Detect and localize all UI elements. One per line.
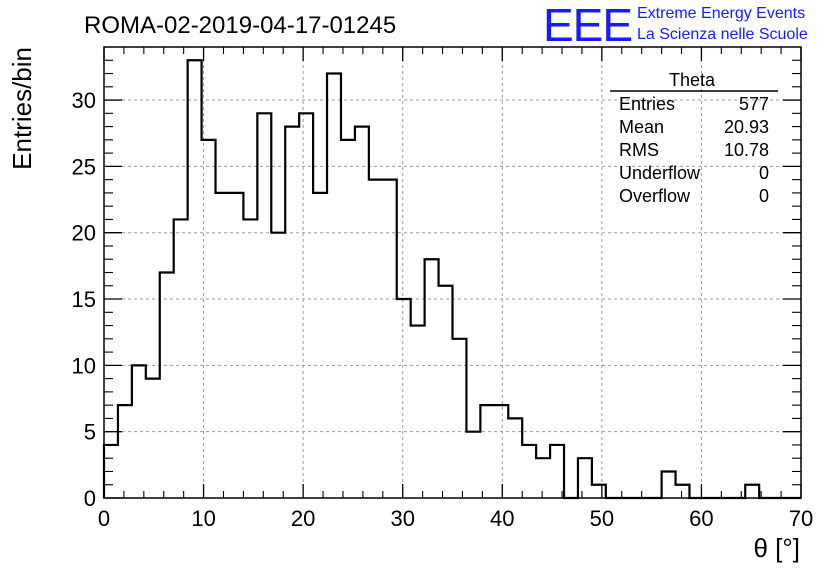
- x-tick-label: 70: [789, 506, 813, 531]
- x-tick-label: 30: [390, 506, 414, 531]
- logo-line2: La Scienza nelle Scuole: [637, 26, 808, 43]
- tick-labels: 0 10 20 30 40 50 60 70 0 5 10 15 20 25 30: [72, 88, 814, 531]
- x-tick-label: 10: [191, 506, 215, 531]
- logo-line1: Extreme Energy Events: [637, 5, 805, 22]
- stats-label: Overflow: [619, 186, 691, 206]
- stats-value: 577: [739, 94, 769, 114]
- y-tick-label: 25: [72, 154, 96, 179]
- y-tick-label: 10: [72, 353, 96, 378]
- y-tick-label: 20: [72, 221, 96, 246]
- stats-box: Theta Entries 577 Mean 20.93 RMS 10.78 Underfl…: [610, 70, 778, 206]
- stats-rows: Entries 577 Mean 20.93 RMS 10.78 Underflow 0 Ove…: [619, 94, 769, 206]
- x-tick-label: 60: [689, 506, 713, 531]
- y-tick-label: 0: [84, 486, 96, 511]
- stats-value: 20.93: [724, 117, 769, 137]
- y-tick-label: 15: [72, 287, 96, 312]
- stats-label: Underflow: [619, 163, 701, 183]
- y-tick-label: 30: [72, 88, 96, 113]
- x-tick-label: 50: [590, 506, 614, 531]
- logo-letters: EEE: [543, 0, 632, 51]
- y-tick-label: 5: [84, 420, 96, 445]
- axis-ticks: [103, 47, 802, 499]
- x-axis-title: θ [°]: [753, 533, 800, 563]
- stats-value: 10.78: [724, 140, 769, 160]
- x-tick-label: 0: [98, 506, 110, 531]
- stats-label: RMS: [619, 140, 659, 160]
- stats-label: Entries: [619, 94, 675, 114]
- chart-title: ROMA-02-2019-04-17-01245: [84, 12, 396, 39]
- x-tick-label: 40: [490, 506, 514, 531]
- y-axis-title: Entries/bin: [7, 47, 37, 170]
- eee-logo: EEE Extreme Energy Events La Scienza nel…: [543, 0, 808, 51]
- stats-label: Mean: [619, 117, 664, 137]
- stats-header: Theta: [669, 70, 716, 90]
- x-tick-label: 20: [291, 506, 315, 531]
- plot-frame: [103, 46, 802, 499]
- stats-value: 0: [759, 186, 769, 206]
- grid: [104, 47, 801, 498]
- histogram-series: [102, 59, 801, 500]
- stats-value: 0: [759, 163, 769, 183]
